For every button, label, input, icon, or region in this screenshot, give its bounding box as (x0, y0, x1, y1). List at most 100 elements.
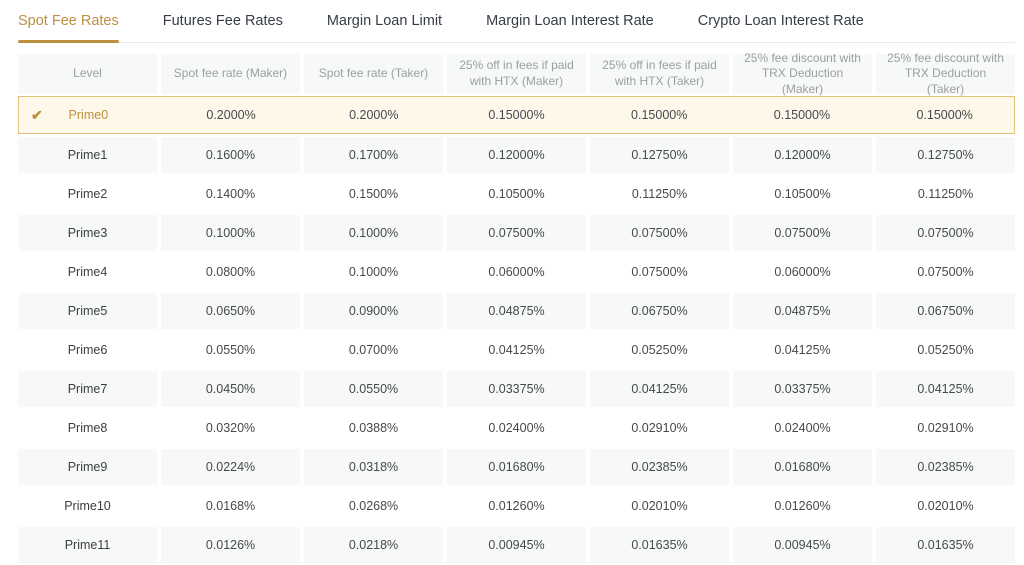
table-body: Prime0 0.2000% 0.2000% 0.15000% 0.15000%… (18, 96, 1015, 563)
htx-maker-value: 0.10500% (447, 176, 586, 212)
level-label: Prime2 (18, 176, 157, 212)
trx-maker-value: 0.04875% (733, 293, 872, 329)
column-header-htx-maker: 25% off in fees if paid with HTX (Maker) (447, 54, 586, 94)
htx-taker-value: 0.06750% (590, 293, 729, 329)
tab-spot-fee-rates[interactable]: Spot Fee Rates (18, 13, 119, 43)
table-header-row: Level Spot fee rate (Maker) Spot fee rat… (18, 51, 1015, 96)
htx-maker-value: 0.04125% (447, 332, 586, 368)
trx-taker-value: 0.12750% (876, 137, 1015, 173)
spot-maker-value: 0.0550% (161, 332, 300, 368)
trx-maker-value: 0.00945% (733, 527, 872, 563)
tab-crypto-loan-interest-rate[interactable]: Crypto Loan Interest Rate (697, 13, 864, 29)
spot-maker-value: 0.0126% (161, 527, 300, 563)
spot-taker-value: 0.0218% (304, 527, 443, 563)
level-label: Prime1 (18, 137, 157, 173)
htx-maker-value: 0.15000% (488, 108, 545, 122)
trx-maker-value: 0.15000% (773, 108, 831, 122)
table-row-prime1: Prime1 0.1600% 0.1700% 0.12000% 0.12750%… (18, 137, 1015, 173)
spot-taker-value: 0.0700% (304, 332, 443, 368)
tab-margin-loan-limit[interactable]: Margin Loan Limit (326, 13, 443, 29)
spot-taker-value: 0.0318% (304, 449, 443, 485)
spot-taker-value: 0.0550% (304, 371, 443, 407)
trx-taker-value: 0.11250% (876, 176, 1015, 212)
spot-maker-value: 0.0650% (161, 293, 300, 329)
trx-maker-value: 0.06000% (733, 254, 872, 290)
spot-maker-value: 0.1600% (161, 137, 300, 173)
spot-taker-value: 0.1500% (304, 176, 443, 212)
table-row-prime0: Prime0 0.2000% 0.2000% 0.15000% 0.15000%… (18, 96, 1015, 134)
trx-taker-value: 0.04125% (876, 371, 1015, 407)
htx-maker-value: 0.03375% (447, 371, 586, 407)
trx-maker-value: 0.03375% (733, 371, 872, 407)
trx-taker-value: 0.02910% (876, 410, 1015, 446)
table-row-prime3: Prime3 0.1000% 0.1000% 0.07500% 0.07500%… (18, 215, 1015, 251)
spot-taker-value: 0.1000% (304, 254, 443, 290)
table-row-prime8: Prime8 0.0320% 0.0388% 0.02400% 0.02910%… (18, 410, 1015, 446)
htx-taker-value: 0.15000% (631, 108, 688, 122)
level-label: Prime6 (18, 332, 157, 368)
spot-maker-value: 0.0224% (161, 449, 300, 485)
trx-maker-value: 0.04125% (733, 332, 872, 368)
spot-taker-value: 0.1000% (304, 215, 443, 251)
trx-taker-value: 0.05250% (876, 332, 1015, 368)
spot-taker-value: 0.0268% (304, 488, 443, 524)
htx-maker-value: 0.07500% (447, 215, 586, 251)
htx-maker-value: 0.12000% (447, 137, 586, 173)
level-label: Prime4 (18, 254, 157, 290)
trx-taker-value: 0.15000% (916, 108, 973, 122)
column-header-spot-taker: Spot fee rate (Taker) (304, 54, 443, 94)
htx-maker-value: 0.02400% (447, 410, 586, 446)
checkmark-icon: ✔ (31, 107, 43, 123)
htx-maker-value: 0.01260% (447, 488, 586, 524)
trx-taker-value: 0.02385% (876, 449, 1015, 485)
level-label: Prime3 (18, 215, 157, 251)
trx-maker-value: 0.02400% (733, 410, 872, 446)
table-row-prime9: Prime9 0.0224% 0.0318% 0.01680% 0.02385%… (18, 449, 1015, 485)
spot-maker-value: 0.2000% (206, 108, 256, 122)
trx-maker-value: 0.01260% (733, 488, 872, 524)
column-header-trx-taker: 25% fee discount with TRX Deduction (Tak… (876, 51, 1015, 96)
htx-taker-value: 0.02910% (590, 410, 729, 446)
level-label: Prime7 (18, 371, 157, 407)
htx-taker-value: 0.07500% (590, 215, 729, 251)
table-row-prime11: Prime11 0.0126% 0.0218% 0.00945% 0.01635… (18, 527, 1015, 563)
trx-taker-value: 0.07500% (876, 215, 1015, 251)
htx-maker-value: 0.06000% (447, 254, 586, 290)
htx-taker-value: 0.12750% (590, 137, 729, 173)
table-row-prime10: Prime10 0.0168% 0.0268% 0.01260% 0.02010… (18, 488, 1015, 524)
column-header-level: Level (18, 54, 157, 94)
spot-taker-value: 0.1700% (304, 137, 443, 173)
htx-taker-value: 0.02385% (590, 449, 729, 485)
level-label: Prime8 (18, 410, 157, 446)
spot-maker-value: 0.0320% (161, 410, 300, 446)
trx-maker-value: 0.01680% (733, 449, 872, 485)
trx-taker-value: 0.07500% (876, 254, 1015, 290)
spot-maker-value: 0.1000% (161, 215, 300, 251)
table-row-prime4: Prime4 0.0800% 0.1000% 0.06000% 0.07500%… (18, 254, 1015, 290)
tab-futures-fee-rates[interactable]: Futures Fee Rates (162, 13, 283, 29)
spot-maker-value: 0.0168% (161, 488, 300, 524)
htx-taker-value: 0.02010% (590, 488, 729, 524)
level-label: Prime5 (18, 293, 157, 329)
htx-taker-value: 0.11250% (590, 176, 729, 212)
htx-taker-value: 0.01635% (590, 527, 729, 563)
htx-maker-value: 0.01680% (447, 449, 586, 485)
level-label: Prime11 (18, 527, 157, 563)
trx-maker-value: 0.12000% (733, 137, 872, 173)
spot-taker-value: 0.0388% (304, 410, 443, 446)
htx-taker-value: 0.07500% (590, 254, 729, 290)
tab-margin-loan-interest-rate[interactable]: Margin Loan Interest Rate (486, 13, 654, 29)
column-header-htx-taker: 25% off in fees if paid with HTX (Taker) (590, 54, 729, 94)
level-label: Prime0 (68, 108, 109, 122)
column-header-trx-maker: 25% fee discount with TRX Deduction (Mak… (733, 51, 872, 96)
trx-maker-value: 0.07500% (733, 215, 872, 251)
table-row-prime7: Prime7 0.0450% 0.0550% 0.03375% 0.04125%… (18, 371, 1015, 407)
htx-taker-value: 0.04125% (590, 371, 729, 407)
htx-maker-value: 0.00945% (447, 527, 586, 563)
spot-taker-value: 0.0900% (304, 293, 443, 329)
table-row-prime6: Prime6 0.0550% 0.0700% 0.04125% 0.05250%… (18, 332, 1015, 368)
spot-maker-value: 0.0450% (161, 371, 300, 407)
trx-taker-value: 0.06750% (876, 293, 1015, 329)
table-row-prime5: Prime5 0.0650% 0.0900% 0.04875% 0.06750%… (18, 293, 1015, 329)
